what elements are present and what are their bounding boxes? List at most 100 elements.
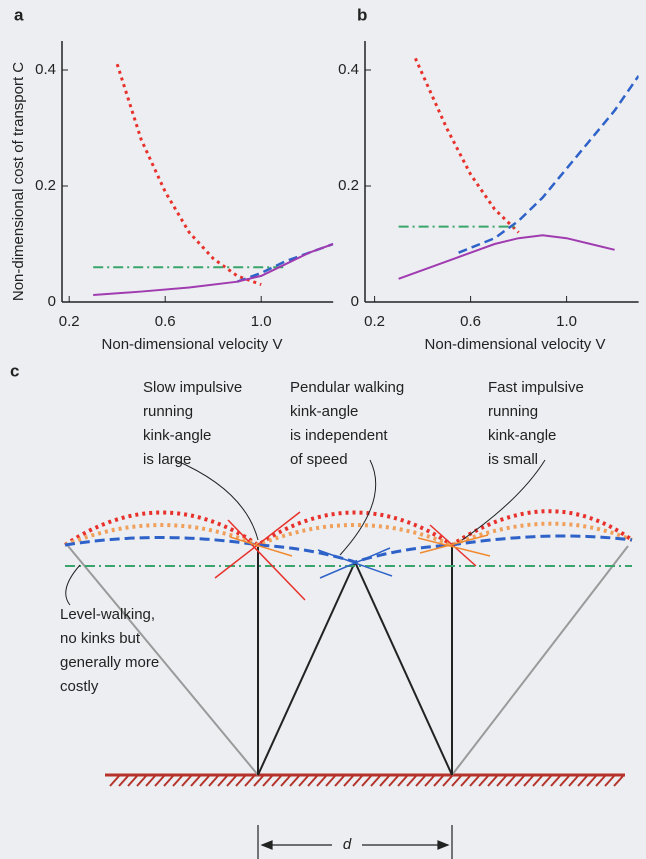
hatch-line (613, 775, 624, 787)
x-tick-label: 0.2 (364, 313, 385, 330)
y-tick-label: 0 (48, 293, 56, 310)
hatch-line (415, 775, 426, 787)
callouts (65, 459, 546, 606)
series-line (115, 63, 262, 287)
y-tick-label: 0.4 (338, 61, 359, 78)
hatch-line (307, 775, 318, 787)
hatch-line (451, 775, 462, 787)
hatch-line (235, 775, 246, 787)
hatch-line (253, 775, 264, 787)
legs-gray (67, 545, 629, 776)
series-line (93, 243, 334, 297)
hatch-line (172, 775, 183, 787)
hatch-line (586, 775, 597, 787)
hatch-line (469, 775, 480, 787)
annotation: Slow impulsive (143, 379, 242, 396)
hatch-line (208, 775, 219, 787)
hatch-line (271, 775, 282, 787)
annotation: running (143, 403, 193, 420)
x-tick-label: 1.0 (556, 313, 577, 330)
hatch-line (226, 775, 237, 787)
hatch-line (433, 775, 444, 787)
distance-label: d (343, 836, 352, 853)
hatch-line (424, 775, 435, 787)
hatch-line (532, 775, 543, 787)
hatch-line (370, 775, 381, 787)
hatch-line (190, 775, 201, 787)
hatch-line (343, 775, 354, 787)
hatch-line (262, 775, 273, 787)
hatch-line (289, 775, 300, 787)
hatch-line (244, 775, 255, 787)
hatch-line (379, 775, 390, 787)
annotation: Fast impulsive (488, 379, 584, 396)
annotation: is large (143, 451, 191, 468)
panel-letter: c (10, 361, 19, 380)
distance-marker (257, 825, 453, 859)
hatch-line (118, 775, 129, 787)
hatch-line (136, 775, 147, 787)
hatch-line (163, 775, 174, 787)
hatch-line (442, 775, 453, 787)
hatch-line (406, 775, 417, 787)
hatch-line (595, 775, 606, 787)
annotation: costly (60, 678, 99, 695)
series-line (398, 234, 615, 280)
series-line (414, 57, 520, 234)
annotation: kink-angle (290, 403, 358, 420)
hatch-line (397, 775, 408, 787)
hatch-line (514, 775, 525, 787)
chart: b 0 0.2 0.4 0.2 0.6 1.0 Non-dimensional velocit… (338, 5, 639, 353)
x-tick-label: 1.0 (251, 313, 272, 330)
x-tick-label: 0.2 (59, 313, 80, 330)
hatch-line (550, 775, 561, 787)
hatch-line (487, 775, 498, 787)
hatch-line (505, 775, 516, 787)
hatch-line (280, 775, 291, 787)
hatch-line (154, 775, 165, 787)
panel-letter: b (357, 5, 367, 24)
hatch-line (361, 775, 372, 787)
panel-letter: a (14, 5, 24, 24)
annotation: of speed (290, 451, 348, 468)
fast-arc (63, 509, 634, 548)
annotation: Level-walking, (60, 606, 155, 623)
hatch-line (559, 775, 570, 787)
series-line (458, 75, 639, 254)
hatch-line (496, 775, 507, 787)
hatch-line (217, 775, 228, 787)
hatch-line (109, 775, 120, 787)
x-axis-label: Non-dimensional velocity V (425, 336, 606, 353)
y-tick-label: 0.2 (35, 177, 56, 194)
hatch-line (334, 775, 345, 787)
y-tick-label: 0 (351, 293, 359, 310)
hatch-line (478, 775, 489, 787)
hatch-line (577, 775, 588, 787)
hatch-line (325, 775, 336, 787)
x-tick-label: 0.6 (460, 313, 481, 330)
annotation: running (488, 403, 538, 420)
annotation: generally more (60, 654, 159, 671)
hatch-line (604, 775, 615, 787)
annotation: kink-angle (143, 427, 211, 444)
annotation: kink-angle (488, 427, 556, 444)
hatch-line (298, 775, 309, 787)
kink-tangents (214, 511, 491, 601)
y-axis-label: Non-dimensional cost of transport C (10, 62, 27, 301)
x-tick-label: 0.6 (155, 313, 176, 330)
hatch-line (388, 775, 399, 787)
hatch-line (460, 775, 471, 787)
walking-arc (64, 534, 633, 564)
hatch-line (316, 775, 327, 787)
hatch-line (541, 775, 552, 787)
annotation: Pendular walking (290, 379, 404, 396)
ground-hatch (109, 775, 624, 787)
hatch-line (145, 775, 156, 787)
hatch-line (127, 775, 138, 787)
hatch-line (568, 775, 579, 787)
hatch-line (199, 775, 210, 787)
hatch-line (181, 775, 192, 787)
